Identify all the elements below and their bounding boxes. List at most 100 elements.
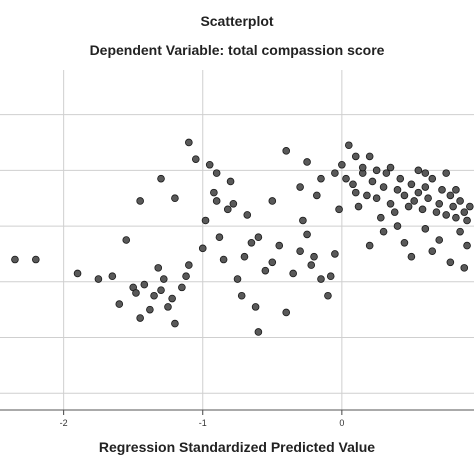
data-point: [349, 180, 357, 189]
data-point: [140, 280, 149, 289]
data-point: [414, 188, 423, 197]
data-point: [223, 205, 232, 214]
data-point: [435, 199, 444, 208]
data-point: [335, 205, 343, 214]
data-point: [382, 169, 391, 177]
data-point: [407, 180, 416, 189]
data-point: [182, 272, 190, 281]
data-point: [342, 174, 350, 183]
data-point: [396, 174, 405, 183]
x-tick-label: 0: [339, 418, 344, 428]
data-point: [452, 186, 460, 194]
data-point: [460, 208, 469, 216]
data-point: [268, 258, 277, 267]
data-point: [418, 205, 427, 214]
data-point: [191, 155, 200, 163]
data-point: [313, 191, 321, 200]
data-point: [428, 247, 437, 255]
data-point: [296, 183, 304, 191]
data-point: [331, 250, 339, 258]
data-point: [299, 216, 307, 225]
data-point: [157, 286, 165, 294]
data-point: [233, 275, 242, 283]
data-point: [456, 197, 464, 205]
data-point: [435, 236, 444, 244]
data-point: [376, 213, 385, 222]
data-point: [122, 236, 131, 244]
data-point: [296, 247, 304, 255]
data-point: [466, 202, 474, 211]
data-point: [201, 216, 210, 225]
data-point: [171, 194, 179, 202]
data-point: [345, 141, 353, 150]
data-point: [460, 264, 469, 272]
data-point: [363, 191, 371, 200]
data-point: [307, 261, 316, 269]
data-point: [198, 244, 207, 253]
data-point: [421, 183, 430, 191]
data-point: [446, 258, 455, 267]
data-point: [432, 208, 441, 216]
data-point: [456, 227, 464, 236]
data-point: [212, 197, 221, 205]
data-point: [379, 227, 388, 236]
chart-title: Scatterplot: [200, 13, 274, 29]
data-point: [243, 211, 252, 219]
data-point: [226, 177, 235, 186]
data-point: [251, 303, 260, 311]
data-point: [108, 272, 117, 281]
data-point: [407, 252, 416, 261]
data-point: [159, 275, 168, 283]
data-point: [414, 166, 423, 175]
data-point: [372, 166, 381, 175]
data-point: [268, 197, 277, 205]
data-point: [32, 255, 40, 264]
data-point: [229, 199, 238, 208]
data-point: [212, 169, 221, 177]
data-point: [303, 158, 311, 166]
data-point: [157, 174, 165, 183]
data-point: [210, 188, 218, 197]
data-point: [185, 138, 193, 147]
data-point: [421, 169, 430, 177]
data-point: [421, 225, 430, 233]
data-point: [150, 291, 158, 300]
data-point: [254, 328, 263, 336]
data-point: [331, 169, 339, 177]
data-point: [310, 252, 318, 261]
data-point: [164, 303, 172, 311]
data-point: [282, 147, 291, 155]
data-point: [94, 275, 103, 283]
data-point: [261, 266, 270, 275]
data-point: [386, 199, 395, 208]
data-point: [365, 241, 374, 250]
data-point: [11, 255, 19, 264]
data-point: [338, 160, 346, 169]
data-point: [282, 308, 291, 317]
x-axis-label: Regression Standardized Predicted Value: [98, 439, 376, 455]
data-point: [178, 283, 186, 292]
data-point: [379, 183, 388, 191]
data-point: [154, 264, 163, 272]
data-point: [393, 222, 402, 230]
data-point: [326, 272, 335, 281]
data-point: [368, 177, 377, 186]
data-point: [136, 314, 144, 322]
data-point: [463, 241, 471, 250]
data-point: [275, 241, 284, 250]
data-point: [136, 197, 144, 205]
data-point: [358, 163, 367, 172]
data-point: [185, 261, 193, 269]
data-point: [240, 252, 249, 261]
data-point: [404, 202, 413, 211]
data-point: [317, 174, 325, 183]
data-point: [400, 191, 409, 200]
x-tick-label: -1: [199, 418, 207, 428]
data-point: [390, 208, 399, 216]
data-point: [463, 216, 471, 225]
x-tick-label: -2: [60, 418, 68, 428]
data-point: [400, 238, 409, 247]
data-point: [146, 305, 154, 314]
data-point: [446, 191, 455, 200]
